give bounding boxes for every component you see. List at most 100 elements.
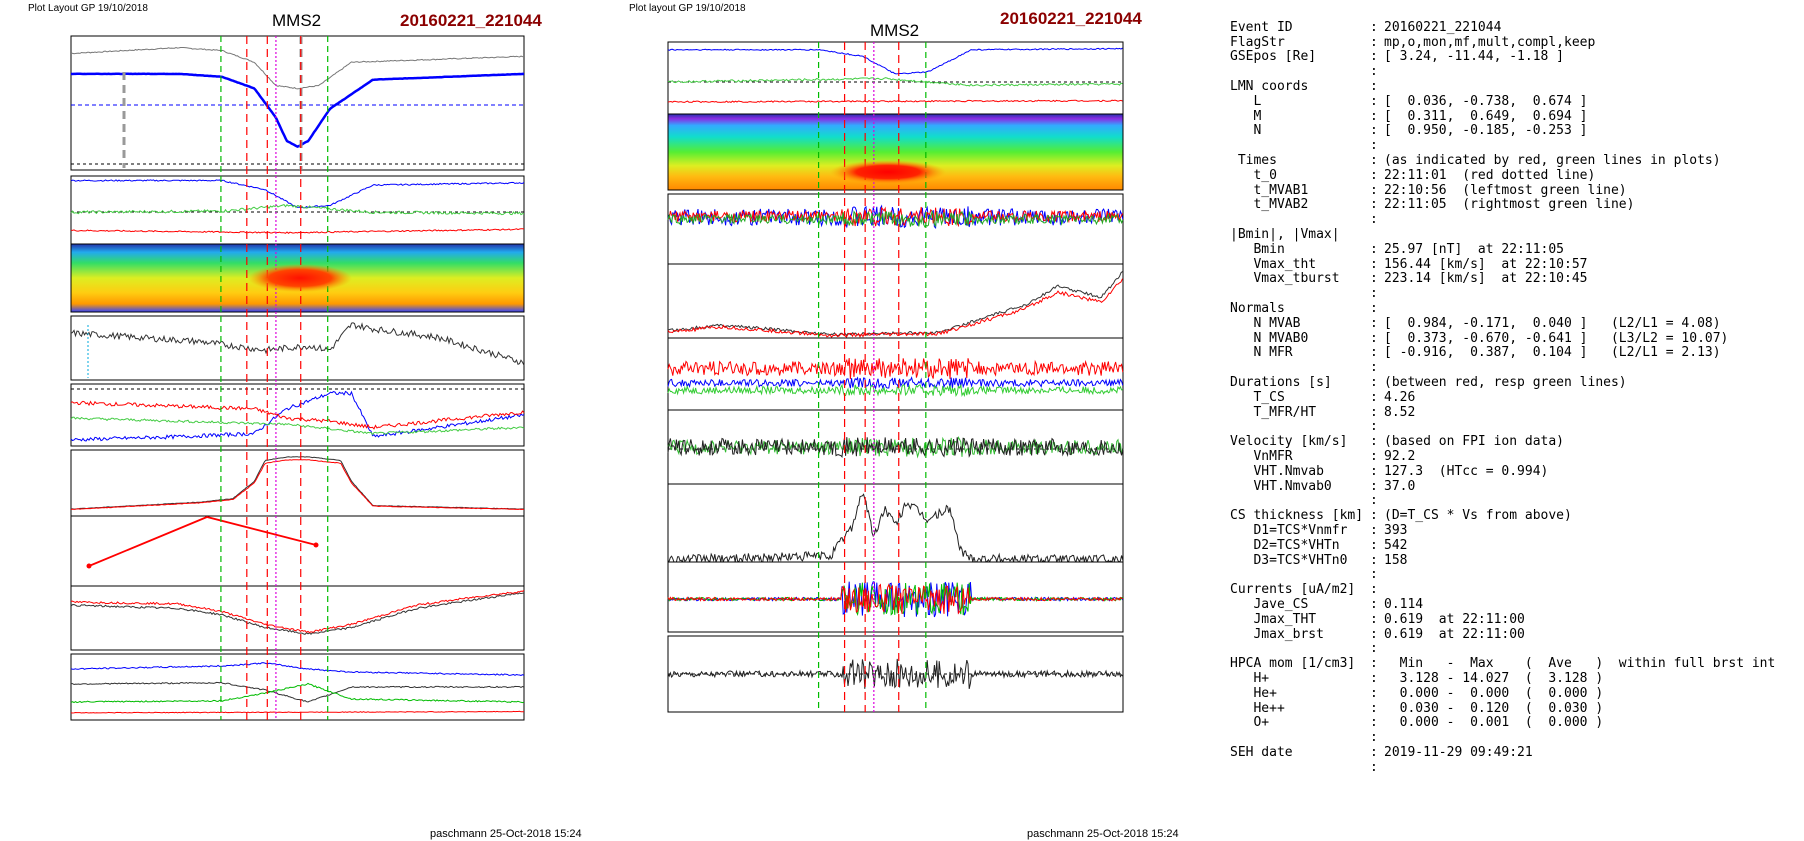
info-line: Vmax_tht:156.44 [km/s] at 22:10:57 <box>1222 256 1792 273</box>
info-key: Times <box>1230 153 1277 168</box>
mid-event-title: 20160221_221044 <box>1000 9 1142 28</box>
mid-panel-7 <box>667 483 1124 564</box>
info-line: Bmin:25.97 [nT] at 22:11:05 <box>1222 241 1792 258</box>
info-line: Event ID:20160221_221044 <box>1222 20 1792 36</box>
info-value: (based on FPI ion data) <box>1384 434 1565 450</box>
info-key: T_CS <box>1230 389 1285 405</box>
info-key: N <box>1230 123 1262 139</box>
mid-panel-7-frame <box>667 483 1124 563</box>
info-line: He++: 0.030 - 0.120 ( 0.030 ) <box>1222 700 1792 717</box>
info-colon: : <box>1370 271 1378 287</box>
info-key: VHT.Nmvab <box>1230 463 1324 479</box>
info-colon: : <box>1370 700 1378 716</box>
left-panel-1-frame <box>70 35 525 171</box>
info-line: t_MVAB2:22:11:05 (rightmost green line) <box>1222 198 1792 213</box>
info-colon: : <box>1370 404 1378 420</box>
info-colon: : <box>1370 34 1378 50</box>
info-colon: : <box>1370 93 1378 109</box>
info-colon: : <box>1370 478 1378 494</box>
info-key: D3=TCS*VHTn0 <box>1230 552 1348 568</box>
mid-p6-VexB-trace <box>667 437 1124 458</box>
left-panel-7-frame <box>70 515 525 587</box>
left-panel-4 <box>70 315 525 381</box>
info-line: D1=TCS*Vnmfr:393 <box>1222 523 1792 539</box>
info-key: Jmax_brst <box>1230 626 1324 642</box>
left-layout-label: Plot Layout GP 19/10/2018 <box>28 3 148 14</box>
left-panel-6 <box>70 449 525 517</box>
info-line: N MFR: [ -0.916, 0.387, 0.104 ] (L2/L1 = … <box>1222 346 1792 361</box>
info-value: 0.619 at 22:11:00 <box>1384 611 1525 627</box>
info-key: Vmax_tburst <box>1230 271 1340 287</box>
mid-p9-JE-trace <box>667 658 1124 690</box>
info-line: : <box>1222 568 1792 583</box>
info-colon: : <box>1370 745 1378 760</box>
info-colon: : <box>1370 389 1378 405</box>
mid-p3-VM-trace <box>667 210 1124 228</box>
info-key: N MFR <box>1230 345 1293 361</box>
info-key: N MVAB0 <box>1230 330 1309 346</box>
info-line: CS thickness [km]: (D=T_CS * Vs from abov… <box>1222 508 1792 524</box>
info-colon: : <box>1370 79 1378 94</box>
info-key: t_MVAB1 <box>1230 182 1309 198</box>
info-key: Vmax_tht <box>1230 256 1317 272</box>
left-panel-8-frame <box>70 585 525 651</box>
info-colon: : <box>1370 108 1378 124</box>
left-p9-PB-trace <box>70 710 525 714</box>
info-colon: : <box>1370 123 1378 139</box>
info-value: 22:10:56 (leftmost green line) <box>1384 182 1627 198</box>
info-key: Jave_CS <box>1230 597 1309 612</box>
info-value: 2019-11-29 09:49:21 <box>1384 745 1533 760</box>
info-line: : <box>1222 760 1792 776</box>
info-key: Jmax_THT <box>1230 611 1317 627</box>
mid-panel-4 <box>667 263 1124 339</box>
mid-panel-3 <box>667 193 1124 265</box>
left-panel-4-frame <box>70 315 525 381</box>
info-colon: : <box>1370 611 1378 627</box>
info-value: 92.2 <box>1384 449 1416 464</box>
left-panel-2-frame <box>70 175 525 245</box>
info-key: GSEpos [Re] <box>1230 49 1317 65</box>
mid-panel-5-frame <box>667 337 1124 411</box>
info-line: O+: 0.000 - 0.001 ( 0.000 ) <box>1222 716 1792 731</box>
mid-panel-5 <box>667 337 1124 411</box>
info-key: Bmin <box>1230 241 1285 257</box>
info-colon: : <box>1370 419 1378 435</box>
mid-p7-Jmag-trace <box>667 493 1124 564</box>
info-value: 0.619 at 22:11:00 <box>1384 626 1525 642</box>
info-key: |Bmin|, |Vmax| <box>1230 227 1340 242</box>
left-footer: paschmann 25-Oct-2018 15:24 <box>430 828 582 840</box>
info-key: FlagStr <box>1230 34 1285 50</box>
info-value: 127.3 (HTcc = 0.994) <box>1384 463 1549 479</box>
info-key: Currents [uA/m2] <box>1230 582 1356 598</box>
info-colon: : <box>1370 49 1378 65</box>
left-event-title: 20160221_221044 <box>400 11 542 30</box>
left-spacecraft-title: MMS2 <box>272 11 321 30</box>
info-value: mp,o,mon,mf,mult,compl,keep <box>1384 34 1596 50</box>
info-value: 4.26 <box>1384 389 1416 405</box>
info-key: CS thickness [km] <box>1230 508 1364 524</box>
left-p8-Tpar-trace <box>70 589 525 634</box>
info-line: FlagStr: mp,o,mon,mf,mult,compl,keep <box>1222 34 1792 51</box>
info-value: (as indicated by red, green lines in plo… <box>1384 153 1721 168</box>
info-value: [ 3.24, -11.44, -1.18 ] <box>1384 49 1565 65</box>
mid-spacecraft-title: MMS2 <box>870 21 919 40</box>
info-line: t_0:22:11:01 (red dotted line) <box>1222 168 1792 184</box>
info-line: VHT.Nmvab:127.3 (HTcc = 0.994) <box>1222 463 1792 480</box>
info-line: N: [ 0.950, -0.185, -0.253 ] <box>1222 124 1792 139</box>
info-colon: : <box>1370 656 1378 672</box>
info-value: 37.0 <box>1384 478 1416 494</box>
info-colon: : <box>1370 537 1378 553</box>
left-p9-Ptot-trace <box>70 662 525 677</box>
info-line: Currents [uA/m2]: <box>1222 582 1792 598</box>
left-p9-Pi-trace <box>70 682 525 704</box>
info-line: : <box>1222 494 1792 509</box>
info-key: VHT.Nmvab0 <box>1230 478 1332 494</box>
info-colon: : <box>1370 138 1378 154</box>
info-colon: : <box>1370 345 1378 361</box>
info-line: : <box>1222 420 1792 435</box>
info-line: Velocity [km/s]: (based on FPI ion data) <box>1222 434 1792 450</box>
info-line: Jave_CS:0.114 <box>1222 597 1792 613</box>
mid-panel-6 <box>667 409 1124 485</box>
left-p6-Ne-trace <box>70 459 525 511</box>
